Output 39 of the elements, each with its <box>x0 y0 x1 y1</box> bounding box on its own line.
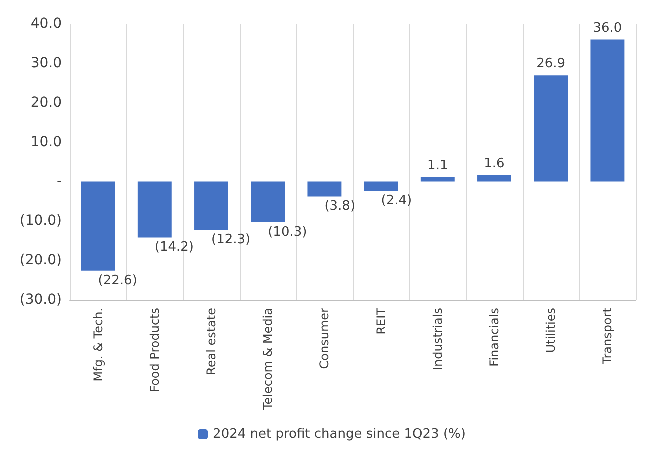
data-label: 1.1 <box>428 158 448 174</box>
y-tick-label: 10.0 <box>30 134 62 150</box>
data-label: (10.3) <box>268 224 308 240</box>
data-label: 36.0 <box>593 20 622 36</box>
y-tick-label: 20.0 <box>30 94 62 111</box>
bar <box>534 76 568 182</box>
x-tick-label: Financials <box>488 308 502 367</box>
bar <box>194 182 228 230</box>
bar <box>364 182 398 192</box>
data-label: (12.3) <box>212 232 251 248</box>
bar <box>420 177 455 182</box>
x-tick-label: REIT <box>374 307 388 335</box>
y-tick-label: (10.0) <box>20 213 62 230</box>
data-label: (2.4) <box>381 194 412 209</box>
data-label: (3.8) <box>324 199 356 214</box>
x-tick-label: Food Products <box>148 308 162 392</box>
x-tick-label: Transport <box>600 308 615 366</box>
data-label: (14.2) <box>154 240 194 256</box>
bar <box>81 182 116 271</box>
x-tick-label: Telecom & Media <box>261 308 276 412</box>
legend-label: 2024 net profit change since 1Q23 (%) <box>213 427 466 442</box>
y-tick-label: - <box>56 174 62 190</box>
y-tick-label: 40.0 <box>30 16 62 32</box>
data-label: (22.6) <box>98 273 138 288</box>
bar <box>478 175 512 182</box>
bar <box>308 182 342 197</box>
data-label: 1.6 <box>484 156 505 172</box>
data-label: 26.9 <box>536 56 566 72</box>
x-tick-label: Consumer <box>318 308 332 370</box>
bar <box>138 182 172 238</box>
y-tick-label: (30.0) <box>20 292 62 308</box>
x-tick-label: Real estate <box>204 308 218 376</box>
y-tick-label: (20.0) <box>20 252 62 269</box>
x-tick-label: Mfg. & Tech. <box>91 308 106 382</box>
x-tick-label: Industrials <box>430 308 445 371</box>
bar <box>590 40 625 182</box>
bar <box>251 182 286 222</box>
y-tick-label: 30.0 <box>30 55 62 72</box>
x-tick-label: Utilities <box>544 308 558 354</box>
